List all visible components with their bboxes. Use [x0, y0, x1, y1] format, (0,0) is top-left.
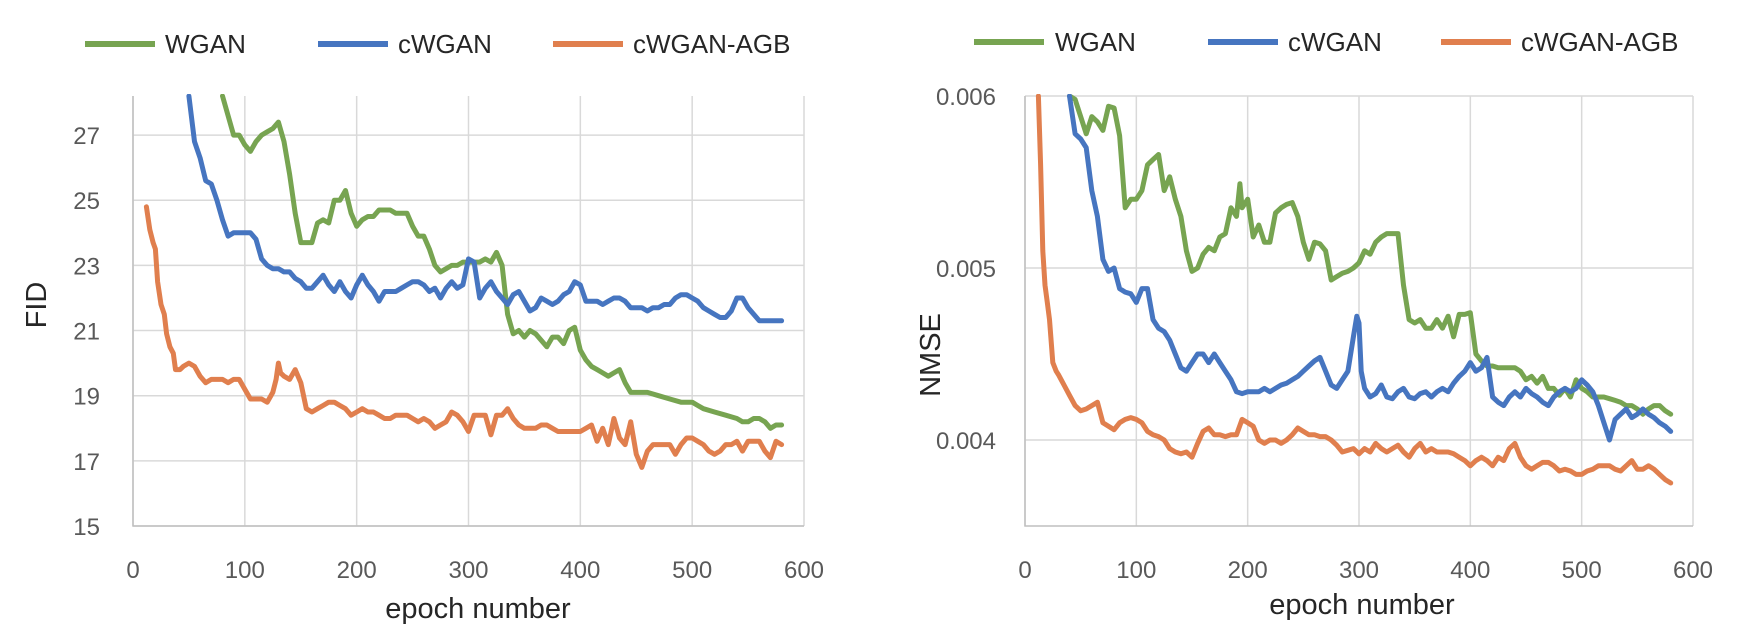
x-tick-label: 200 [337, 557, 377, 584]
x-tick-label: 500 [672, 557, 712, 584]
series-line-wgan [220, 94, 785, 431]
fid-grid [132, 96, 805, 527]
legend-label-cwgan-agb: cWGAN-AGB [633, 29, 790, 59]
nmse-y-axis-title: NMSE [915, 313, 947, 397]
y-tick-label: 0.005 [936, 256, 996, 283]
nmse-x-tick-labels: 0 100 200 300 400 500 600 [1018, 557, 1713, 584]
x-tick-label: 300 [1339, 557, 1379, 584]
x-tick-label: 0 [1018, 557, 1031, 584]
series-line-wgan [1067, 94, 1674, 417]
series-line-cwgan [1067, 94, 1674, 443]
fid-chart: WGAN cWGAN cWGAN-AGB 15 17 19 21 23 25 27 0 100… [21, 29, 824, 625]
x-tick-label: 100 [225, 557, 265, 584]
y-tick-label: 0.004 [936, 428, 996, 455]
nmse-plot-area [1035, 94, 1674, 486]
series-line-cwgan-agb [143, 204, 785, 470]
x-tick-label: 500 [1562, 557, 1602, 584]
y-tick-label: 23 [73, 253, 100, 280]
legend-label-wgan: WGAN [1055, 27, 1136, 57]
y-tick-label: 15 [73, 514, 100, 541]
y-tick-label: 21 [73, 319, 100, 346]
x-tick-label: 300 [448, 557, 488, 584]
x-tick-label: 200 [1228, 557, 1268, 584]
legend-label-cwgan-agb: cWGAN-AGB [1521, 27, 1678, 57]
nmse-legend: WGAN cWGAN cWGAN-AGB [974, 27, 1678, 57]
axis-lines [1024, 96, 1693, 527]
x-tick-label: 400 [560, 557, 600, 584]
fid-legend: WGAN cWGAN cWGAN-AGB [85, 29, 790, 59]
nmse-x-axis-title: epoch number [1269, 589, 1455, 621]
y-tick-label: 27 [73, 123, 100, 150]
y-tick-label: 25 [73, 188, 100, 215]
series-line-cwgan [186, 94, 785, 324]
fid-x-axis-title: epoch number [385, 593, 571, 625]
nmse-grid [1024, 95, 1694, 527]
series-line-cwgan-agb [1035, 94, 1674, 486]
y-tick-label: 17 [73, 449, 100, 476]
y-tick-label: 0.006 [936, 84, 996, 111]
x-tick-label: 600 [1673, 557, 1713, 584]
x-tick-label: 0 [126, 557, 139, 584]
axis-lines [132, 96, 804, 527]
fid-y-tick-labels: 15 17 19 21 23 25 27 [73, 123, 100, 541]
nmse-y-tick-labels: 0.004 0.005 0.006 [936, 84, 996, 455]
x-tick-label: 400 [1450, 557, 1490, 584]
x-tick-label: 100 [1116, 557, 1156, 584]
legend-label-cwgan: cWGAN [398, 29, 492, 59]
legend-label-cwgan: cWGAN [1288, 27, 1382, 57]
fid-x-tick-labels: 0 100 200 300 400 500 600 [126, 557, 824, 584]
y-tick-label: 19 [73, 384, 100, 411]
fid-plot-area [143, 94, 785, 470]
nmse-chart: WGAN cWGAN cWGAN-AGB 0.004 0.005 0.006 0 10… [915, 27, 1713, 621]
fid-y-axis-title: FID [21, 282, 53, 329]
legend-label-wgan: WGAN [165, 29, 246, 59]
x-tick-label: 600 [784, 557, 824, 584]
